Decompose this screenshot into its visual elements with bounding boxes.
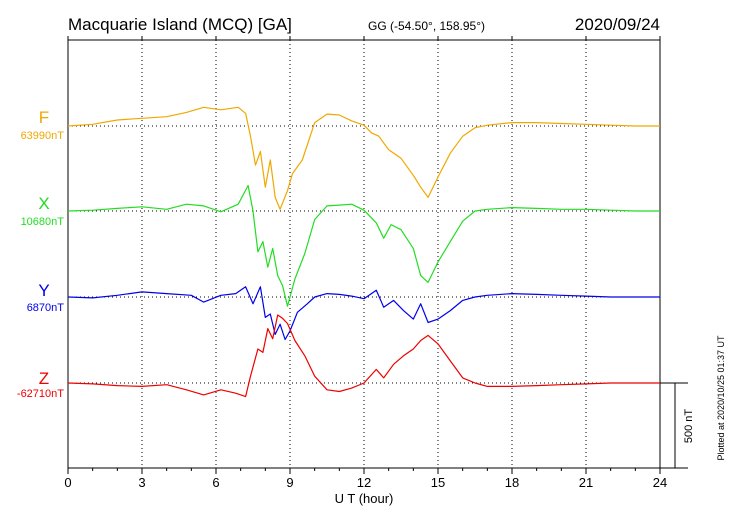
series-f-name: F <box>39 108 49 127</box>
scale-bar-label: 500 nT <box>683 409 695 444</box>
series-y-name: Y <box>38 281 49 300</box>
x-tick-label: 0 <box>64 475 71 490</box>
x-axis-label: U T (hour) <box>335 491 394 506</box>
x-axis-ticks <box>67 36 661 474</box>
series-z-line <box>67 314 660 398</box>
series-x-name: X <box>38 194 49 213</box>
scale-bar: 500 nT <box>660 382 695 469</box>
x-tick-label: 15 <box>431 475 445 490</box>
x-tick-label: 24 <box>653 475 667 490</box>
series-y-baseline-value: 6870nT <box>27 302 65 314</box>
series-y-line <box>67 286 660 341</box>
series-z-baseline-value: -62710nT <box>17 388 64 400</box>
station-coordinates: GG (-54.50°, 158.95°) <box>368 19 485 33</box>
x-tick-label: 18 <box>505 475 519 490</box>
x-tick-label: 12 <box>357 475 371 490</box>
x-axis-tick-labels: 0 3 6 9 12 15 18 21 24 <box>64 475 667 490</box>
series-traces <box>67 106 660 398</box>
series-labels: F 63990nT X 10680nT Y 6870nT Z-62710nT <box>17 108 64 400</box>
series-x-baseline-value: 10680nT <box>21 216 65 228</box>
x-tick-label: 3 <box>138 475 145 490</box>
chart-title: Macquarie Island (MCQ) [GA] <box>68 15 292 34</box>
series-x-line <box>67 184 660 307</box>
plotted-timestamp: Plotted at 2020/10/25 01:37 UT <box>716 335 726 461</box>
x-tick-label: 9 <box>286 475 293 490</box>
grid-lines <box>141 40 587 468</box>
series-f-line <box>67 106 660 210</box>
series-z-name: Z <box>39 369 49 388</box>
x-tick-label: 6 <box>212 475 219 490</box>
x-tick-label: 21 <box>579 475 593 490</box>
series-f-baseline-value: 63990nT <box>21 130 65 142</box>
chart-date: 2020/09/24 <box>575 15 660 34</box>
